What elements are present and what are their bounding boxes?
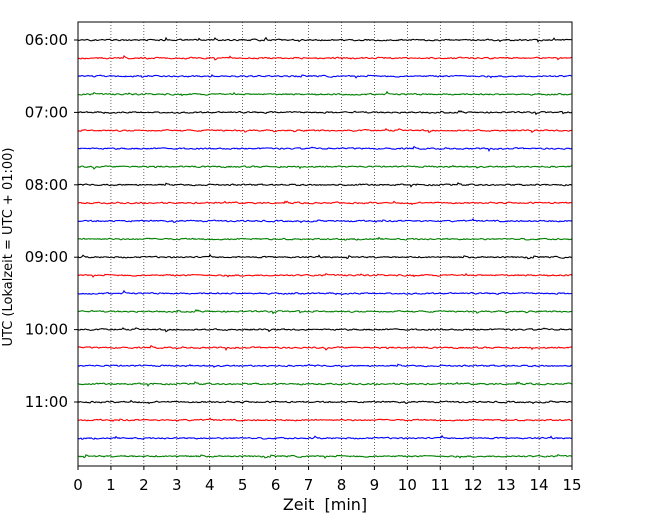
- x-tick-label: 3: [172, 476, 182, 494]
- trace-0800: [77, 182, 573, 188]
- trace-1115: [77, 417, 573, 422]
- plot-frame: [77, 21, 573, 467]
- trace-0730: [77, 145, 573, 152]
- x-tick-label: 8: [337, 476, 347, 494]
- x-tick-label: 13: [497, 476, 516, 494]
- trace-0600: [77, 36, 573, 43]
- trace-0945: [77, 309, 573, 315]
- x-tick-label: 0: [73, 476, 83, 494]
- trace-1145: [77, 453, 573, 459]
- y-tick-label: 06:00: [25, 31, 68, 49]
- y-tick-label: 09:00: [25, 248, 68, 266]
- trace-0900: [77, 253, 573, 260]
- trace-0745: [77, 164, 573, 170]
- trace-1030: [77, 363, 573, 368]
- x-tick-label: 14: [530, 476, 549, 494]
- y-tick-label: 10:00: [25, 321, 68, 339]
- trace-1100: [77, 399, 573, 405]
- trace-0915: [77, 272, 573, 278]
- x-tick-label: 7: [304, 476, 314, 494]
- trace-0630: [77, 74, 573, 79]
- trace-0645: [77, 90, 573, 97]
- x-tick-label: 10: [398, 476, 417, 494]
- x-tick-label: 2: [139, 476, 149, 494]
- y-tick-label: 07:00: [25, 103, 68, 121]
- trace-1000: [77, 327, 573, 333]
- y-tick-label: 11:00: [25, 393, 68, 411]
- x-tick-label: 1: [106, 476, 116, 494]
- x-tick-label: 12: [464, 476, 483, 494]
- trace-1130: [77, 434, 573, 440]
- trace-0830: [77, 218, 573, 224]
- trace-0815: [77, 200, 573, 206]
- trace-1045: [77, 381, 573, 387]
- trace-0845: [77, 236, 573, 241]
- trace-0700: [77, 109, 573, 116]
- x-tick-label: 9: [370, 476, 380, 494]
- x-tick-label: 4: [205, 476, 215, 494]
- trace-0615: [77, 54, 573, 61]
- y-axis-ticks: 06:00 07:00 08:00 09:00 10:00 11:00: [25, 31, 78, 411]
- trace-1015: [77, 344, 573, 352]
- x-tick-label: 15: [562, 476, 581, 494]
- x-tick-label: 5: [238, 476, 248, 494]
- y-axis-label: UTC (Lokalzeit = UTC + 01:00): [1, 148, 16, 347]
- x-axis-label: Zeit [min]: [283, 495, 367, 514]
- trace-series: [77, 36, 573, 459]
- x-tick-label: 11: [431, 476, 450, 494]
- x-tick-label: 6: [271, 476, 281, 494]
- y-tick-label: 08:00: [25, 176, 68, 194]
- trace-0930: [77, 289, 573, 296]
- grid-lines: [110, 22, 540, 466]
- x-axis-ticks: 0 1 2 3 4 5 6 7 8 9 10 11 12 13 14 15: [73, 466, 582, 494]
- trace-0715: [77, 128, 573, 134]
